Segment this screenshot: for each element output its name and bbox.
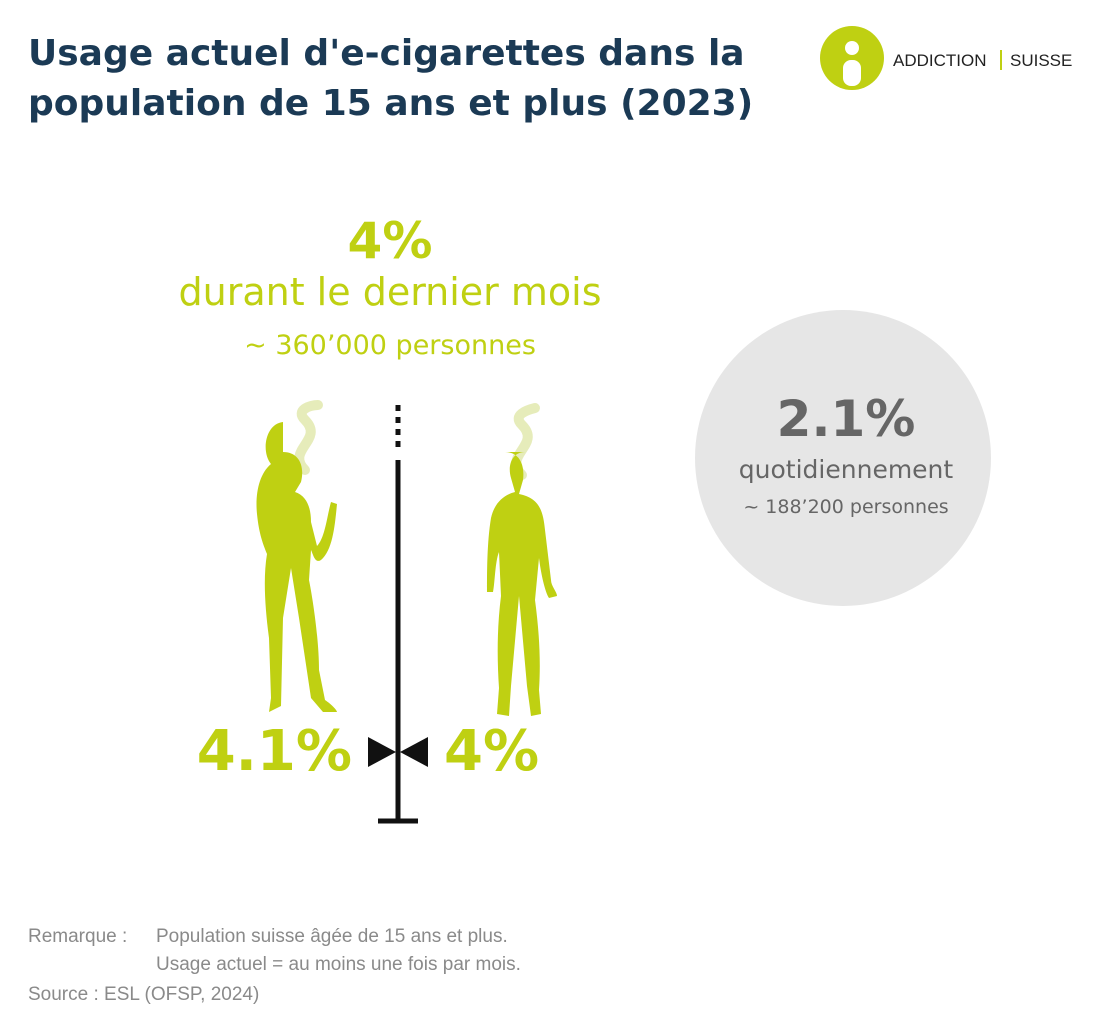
logo-text: SUISSE (1010, 51, 1072, 70)
monthly-label: durant le dernier mois (179, 270, 602, 314)
title-line: Usage actuel d'e-cigarettes dans la (28, 33, 745, 74)
women-value: 4.1% (197, 719, 352, 784)
arrow (368, 737, 396, 767)
men-value: 4% (444, 719, 539, 784)
daily-people: ~ 188’200 personnes (743, 496, 948, 518)
logo: ADDICTION SUISSE (820, 26, 1072, 90)
logo-text: ADDICTION (893, 51, 987, 70)
daily-label: quotidiennement (739, 455, 954, 484)
divider (378, 405, 418, 824)
remark-line: Usage actuel = au moins une fois par moi… (156, 954, 521, 975)
daily-circle (695, 310, 991, 606)
source: Source : ESL (OFSP, 2024) (28, 984, 259, 1005)
monthly-value: 4% (348, 212, 433, 270)
smoke (294, 400, 540, 480)
remark-line: Population suisse âgée de 15 ans et plus… (156, 926, 508, 947)
title-line: population de 15 ans et plus (2023) (28, 83, 753, 124)
arrow (400, 737, 428, 767)
woman-silhouette (256, 422, 337, 712)
man-silhouette (487, 452, 557, 716)
daily-value: 2.1% (777, 390, 916, 448)
remark-label: Remarque : (28, 926, 127, 947)
monthly-people: ~ 360’000 personnes (244, 330, 536, 361)
